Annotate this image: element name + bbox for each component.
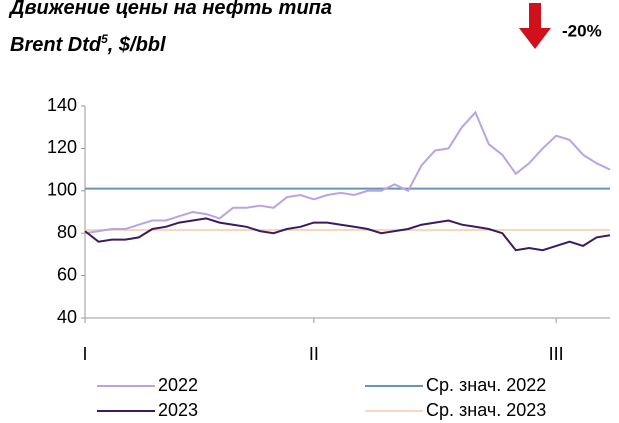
line: [84, 217, 611, 252]
y-tick-label: 140: [47, 95, 77, 115]
title-part: , $/bbl: [107, 34, 166, 56]
chart-title-line2: Brent Dtd5, $/bbl: [10, 32, 166, 56]
title-part: Brent Dtd: [10, 34, 102, 56]
legend-label: 2023: [158, 400, 198, 420]
annotation: -20%: [562, 21, 602, 40]
legend-label: 2022: [158, 375, 198, 395]
legend-label: Ср. знач. 2022: [426, 375, 546, 395]
down-arrow: [519, 3, 551, 49]
x-tick-label: I: [82, 344, 87, 364]
line: [84, 110, 611, 235]
title-footnote: 5: [101, 32, 108, 46]
y-tick-label: 40: [57, 307, 77, 327]
y-tick-label: 60: [57, 264, 77, 284]
x-tick-label: III: [549, 344, 564, 364]
legend-label: Ср. знач. 2023: [426, 400, 546, 420]
y-tick-label: 120: [47, 137, 77, 157]
chart-title-line1: Движение цены на нефть типа: [8, 0, 332, 19]
y-tick-label: 80: [57, 222, 77, 242]
x-tick-label: II: [309, 344, 319, 364]
y-tick-label: 100: [47, 180, 77, 200]
